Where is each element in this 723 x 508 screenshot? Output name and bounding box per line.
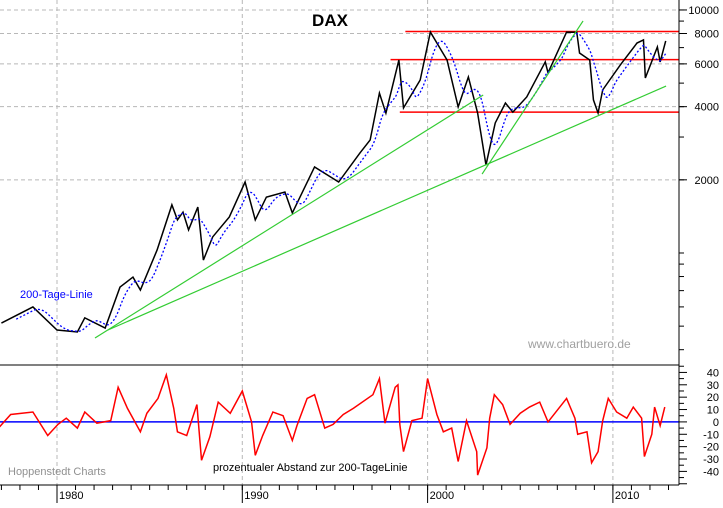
reference-lines xyxy=(390,30,679,113)
series xyxy=(0,20,679,476)
trend-line xyxy=(481,20,584,175)
price-line xyxy=(1,30,667,333)
osc-y-tick-label: 10 xyxy=(707,405,719,417)
y-tick-label: 2000 xyxy=(695,175,719,187)
osc-y-tick-label: -40 xyxy=(703,466,719,478)
ma-200-line xyxy=(15,32,667,332)
osc-y-tick-label: 40 xyxy=(707,367,719,379)
x-tick-label: 1980 xyxy=(59,490,83,502)
osc-y-tick-label: 0 xyxy=(713,417,719,429)
oscillator-line xyxy=(0,372,666,476)
oscillator-title: prozentualer Abstand zur 200-TageLinie xyxy=(213,462,407,474)
osc-y-tick-label: -20 xyxy=(703,442,719,454)
watermark: www.chartbuero.de xyxy=(527,337,631,351)
y-tick-label: 6000 xyxy=(695,59,719,71)
trend-line xyxy=(94,94,484,339)
source-label: Hoppenstedt Charts xyxy=(8,466,106,478)
y-tick-label: 8000 xyxy=(695,29,719,41)
osc-y-tick-label: -10 xyxy=(703,429,719,441)
chart-title: DAX xyxy=(312,11,349,30)
y-tick-label: 10000 xyxy=(688,5,719,17)
osc-y-tick-label: 20 xyxy=(707,392,719,404)
x-tick-label: 2000 xyxy=(430,490,454,502)
trend-line xyxy=(107,85,667,331)
osc-y-tick-label: -30 xyxy=(703,454,719,466)
x-tick-label: 1990 xyxy=(244,490,268,502)
grid xyxy=(0,0,679,485)
ma-legend-label: 200-Tage-Linie xyxy=(20,289,93,301)
y-tick-label: 4000 xyxy=(695,102,719,114)
x-tick-label: 2010 xyxy=(615,490,639,502)
osc-y-tick-label: 30 xyxy=(707,380,719,392)
